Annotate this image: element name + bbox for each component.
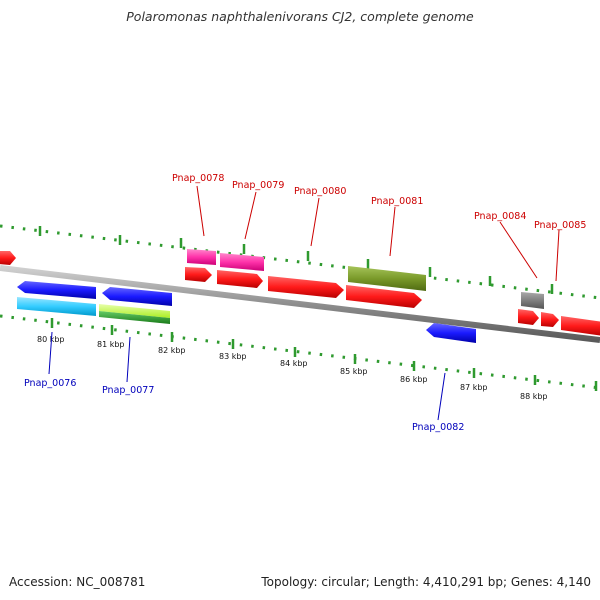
gene-label-pnap-0076: Pnap_0076	[24, 378, 76, 389]
gene-arrow-lime-0077	[99, 304, 170, 318]
gene-arrow-cyan-0076	[17, 297, 96, 316]
gene-label-pnap-0080: Pnap_0080	[294, 186, 346, 197]
gene-arrow-red-0081	[346, 285, 422, 308]
gene-arrow-red-0080	[268, 276, 344, 298]
gene-arrow-red-fwd-edge	[0, 251, 16, 265]
tick-label-88: 88 kbp	[520, 392, 548, 401]
gene-arrow-red-0085b	[561, 316, 600, 336]
leader-lines-top	[196, 185, 560, 282]
map-title: Polaromonas naphthalenivorans CJ2, compl…	[126, 9, 474, 24]
gene-arrow-blue-0082	[426, 323, 476, 343]
leader-lines-bottom	[48, 331, 446, 421]
accession-text: Accession: NC_008781	[9, 575, 146, 589]
gene-arrow-gray-0084	[521, 292, 544, 309]
gene-arrow-red-0079	[217, 270, 263, 288]
tick-label-81: 81 kbp	[97, 340, 125, 349]
gene-label-pnap-0082: Pnap_0082	[412, 422, 464, 433]
gene-arrow-green-0077	[99, 311, 170, 324]
gene-arrow-olive-0081	[348, 266, 426, 291]
tick-label-84: 84 kbp	[280, 359, 308, 368]
upper-ruler-ticks	[38, 226, 554, 294]
gene-label-pnap-0085: Pnap_0085	[534, 220, 586, 231]
tick-label-86: 86 kbp	[400, 375, 428, 384]
lower-ruler-ticks	[50, 318, 598, 391]
tick-label-87: 87 kbp	[460, 383, 488, 392]
gene-arrow-blue-0076	[17, 281, 96, 299]
gene-label-pnap-0078: Pnap_0078	[172, 173, 224, 184]
gene-label-pnap-0084: Pnap_0084	[474, 211, 526, 222]
gene-label-pnap-0079: Pnap_0079	[232, 180, 284, 191]
genome-summary-text: Topology: circular; Length: 4,410,291 bp…	[261, 575, 591, 589]
gene-arrow-red-0078	[185, 267, 212, 282]
tick-label-85: 85 kbp	[340, 367, 368, 376]
tick-label-80: 80 kbp	[37, 335, 65, 344]
gene-arrow-red-0085a	[541, 312, 559, 327]
tick-label-82: 82 kbp	[158, 346, 186, 355]
gene-arrow-red-0084	[518, 309, 539, 325]
gene-label-pnap-0077: Pnap_0077	[102, 385, 154, 396]
gene-arrow-magenta-0078	[187, 249, 216, 265]
gene-arrow-blue-0077	[102, 287, 172, 306]
gene-arrow-magenta-0079	[220, 253, 264, 271]
gene-label-pnap-0081: Pnap_0081	[371, 196, 423, 207]
genome-backbone	[0, 265, 600, 343]
tick-label-83: 83 kbp	[219, 352, 247, 361]
